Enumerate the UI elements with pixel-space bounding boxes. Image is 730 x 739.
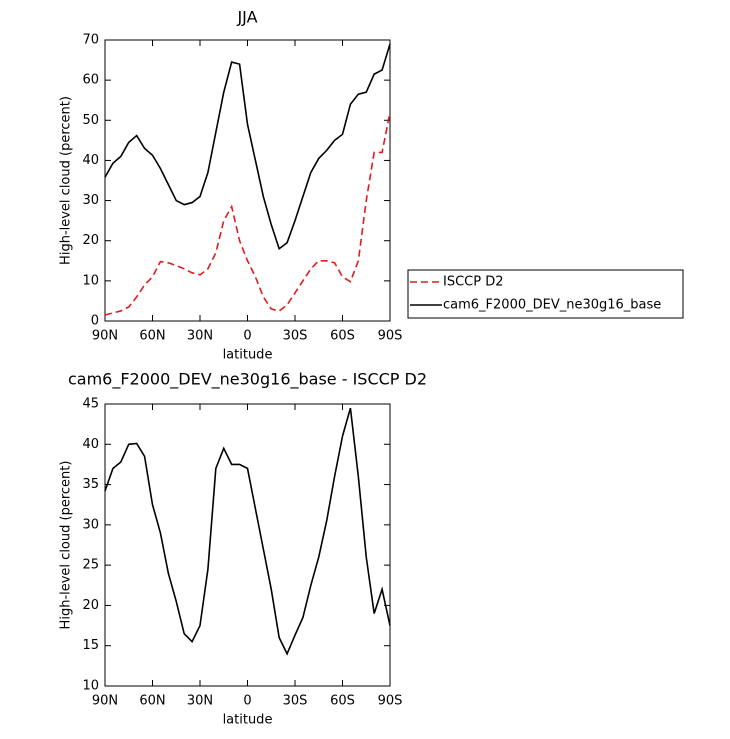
legend-label: cam6_F2000_DEV_ne30g16_base [443, 298, 661, 313]
x-tick-label: 90N [92, 329, 118, 344]
y-tick-label: 20 [82, 233, 99, 248]
y-tick-label: 25 [82, 558, 99, 573]
legend-label: ISCCP D2 [443, 275, 504, 290]
x-tick-label: 60S [330, 694, 355, 709]
y-tick-label: 0 [91, 314, 99, 329]
y-tick-label: 40 [82, 437, 99, 452]
y-tick-label: 50 [82, 113, 99, 128]
x-tick-label: 90S [378, 694, 403, 709]
y-tick-label: 20 [82, 598, 99, 613]
y-axis-label: High-level cloud (percent) [59, 96, 74, 265]
x-tick-label: 60S [330, 329, 355, 344]
chart-title: JJA [236, 8, 257, 27]
x-axis-label: latitude [223, 713, 273, 728]
x-axis-label: latitude [223, 348, 273, 363]
x-tick-label: 90N [92, 694, 118, 709]
x-tick-label: 0 [243, 694, 251, 709]
y-tick-label: 35 [82, 477, 99, 492]
x-tick-label: 0 [243, 329, 251, 344]
y-tick-label: 30 [82, 517, 99, 532]
plot-frame [104, 403, 391, 687]
data-line [104, 112, 391, 316]
x-tick-label: 30N [187, 329, 213, 344]
x-tick-label: 60N [139, 694, 165, 709]
y-tick-label: 15 [82, 638, 99, 653]
y-tick-label: 30 [82, 193, 99, 208]
y-tick-label: 60 [82, 73, 99, 88]
x-tick-label: 30S [283, 694, 308, 709]
data-line [104, 43, 391, 251]
y-axis-label: High-level cloud (percent) [59, 461, 74, 630]
x-tick-label: 90S [378, 329, 403, 344]
y-tick-label: 45 [82, 397, 99, 412]
y-tick-label: 70 [82, 33, 99, 48]
chart-title: cam6_F2000_DEV_ne30g16_base - ISCCP D2 [68, 370, 427, 390]
legend-box [407, 269, 684, 319]
data-line [104, 407, 391, 656]
y-tick-label: 10 [82, 273, 99, 288]
x-tick-label: 30N [187, 694, 213, 709]
x-tick-label: 30S [283, 329, 308, 344]
y-tick-label: 10 [82, 679, 99, 694]
x-tick-label: 60N [139, 329, 165, 344]
y-tick-label: 40 [82, 153, 99, 168]
